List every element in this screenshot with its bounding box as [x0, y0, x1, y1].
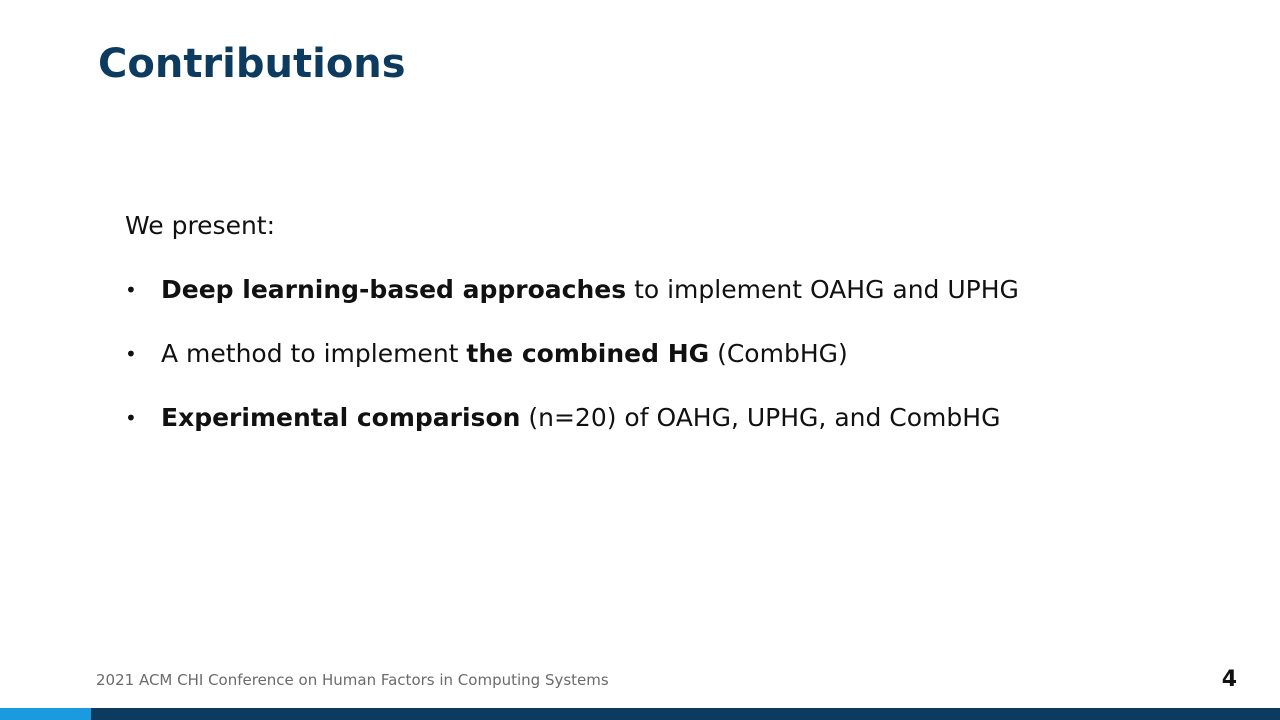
contribution-list: • Deep learning-based approaches to impl…	[125, 273, 1019, 465]
bullet-text-after: to implement OAHG and UPHG	[626, 275, 1019, 304]
bullet-text: A method to implement the combined HG (C…	[161, 337, 848, 371]
bullet-text: Experimental comparison (n=20) of OAHG, …	[161, 401, 1000, 435]
page-number: 4	[1221, 667, 1237, 692]
bottom-bar	[0, 708, 1280, 720]
intro-text: We present:	[125, 211, 276, 240]
footer-conference: 2021 ACM CHI Conference on Human Factors…	[96, 671, 609, 689]
bullet-bold-lead: Deep learning-based approaches	[161, 275, 627, 304]
bottom-bar-accent	[0, 708, 91, 720]
bullet-text: Deep learning-based approaches to implem…	[161, 273, 1019, 307]
bullet-text-after: (n=20) of OAHG, UPHG, and CombHG	[520, 403, 1001, 432]
list-item: • Experimental comparison (n=20) of OAHG…	[125, 401, 1019, 435]
bullet-bold-mid: the combined HG	[466, 339, 710, 368]
bullet-icon: •	[125, 342, 137, 366]
list-item: • Deep learning-based approaches to impl…	[125, 273, 1019, 307]
slide-title: Contributions	[98, 41, 406, 87]
bullet-text-before: A method to implement	[161, 339, 467, 368]
bullet-icon: •	[125, 278, 137, 302]
list-item: • A method to implement the combined HG …	[125, 337, 1019, 371]
bullet-text-after: (CombHG)	[709, 339, 848, 368]
bullet-icon: •	[125, 406, 137, 430]
bullet-bold-lead: Experimental comparison	[161, 403, 521, 432]
